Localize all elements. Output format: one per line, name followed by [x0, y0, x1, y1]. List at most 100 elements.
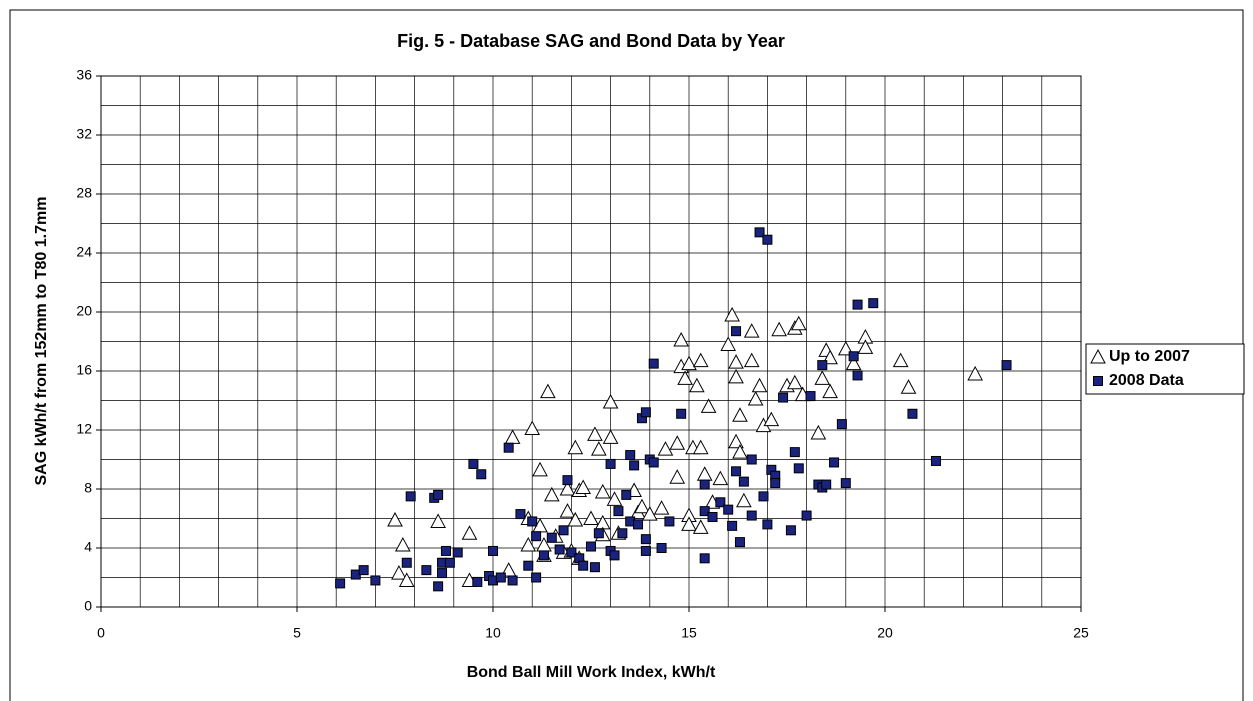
point [822, 383, 838, 399]
point [405, 491, 416, 502]
point [681, 355, 697, 371]
point [335, 578, 346, 589]
point [520, 536, 537, 552]
y-tick-label: 36 [76, 67, 92, 83]
point [370, 575, 381, 586]
point [602, 393, 619, 409]
point [669, 469, 686, 484]
point [657, 441, 674, 456]
point [578, 560, 589, 571]
point [778, 392, 789, 403]
point [472, 576, 483, 587]
point [559, 480, 576, 496]
point [609, 550, 620, 561]
point [589, 562, 600, 573]
point [907, 408, 918, 419]
point [681, 516, 697, 531]
point [515, 509, 526, 520]
point [640, 545, 651, 556]
point [461, 525, 478, 540]
point [712, 470, 729, 486]
point [762, 519, 773, 530]
point [900, 379, 917, 394]
point [746, 510, 757, 521]
point [810, 424, 827, 440]
point [787, 374, 803, 390]
point [587, 426, 603, 441]
point [732, 407, 748, 422]
point [430, 513, 446, 528]
point [621, 489, 632, 500]
point [437, 568, 448, 579]
point [692, 352, 709, 368]
point [805, 391, 816, 402]
y-tick-label: 32 [76, 126, 92, 142]
point [531, 572, 542, 583]
point [594, 483, 611, 499]
point [468, 458, 479, 469]
point [728, 433, 744, 449]
legend-marker [1093, 376, 1103, 386]
point [358, 565, 369, 576]
y-tick-label: 28 [76, 185, 92, 201]
point [821, 479, 832, 490]
y-tick-label: 20 [76, 303, 92, 319]
point [770, 478, 781, 489]
y-tick-label: 12 [76, 421, 92, 437]
point [676, 408, 687, 419]
x-axis-label: Bond Ball Mill Work Index, kWh/t [467, 664, 716, 681]
point [892, 352, 909, 368]
point [689, 377, 705, 393]
point [532, 461, 548, 477]
point [567, 511, 584, 527]
point [664, 516, 675, 527]
point [648, 358, 659, 369]
point [669, 435, 686, 450]
point [731, 326, 742, 337]
point [546, 532, 557, 543]
point [567, 439, 584, 455]
point [731, 466, 742, 477]
point [495, 572, 506, 583]
point [967, 365, 983, 381]
point [653, 500, 670, 515]
legend-marker [1090, 348, 1106, 364]
point [692, 519, 709, 534]
point [543, 486, 560, 502]
point [440, 545, 451, 556]
x-tick-label: 10 [485, 625, 501, 641]
point [1001, 360, 1012, 371]
point [452, 547, 463, 558]
point [852, 299, 863, 310]
point [747, 390, 764, 406]
point [540, 383, 556, 399]
point [707, 512, 718, 523]
point [575, 479, 591, 495]
point [640, 407, 651, 418]
point [476, 469, 487, 480]
point [625, 450, 636, 461]
point [677, 370, 693, 385]
x-tick-label: 15 [681, 625, 697, 641]
y-tick-label: 8 [84, 480, 92, 496]
chart-border [9, 9, 1244, 701]
point [814, 370, 831, 385]
point [692, 439, 709, 455]
point [727, 520, 738, 531]
legend-box [1085, 343, 1245, 395]
point [391, 565, 407, 580]
point [738, 476, 749, 487]
x-tick-label: 5 [293, 625, 301, 641]
point [433, 489, 444, 500]
point [444, 557, 455, 568]
point [724, 306, 740, 322]
point [734, 537, 745, 548]
y-tick-label: 4 [84, 539, 92, 555]
point [771, 321, 787, 337]
point [728, 368, 744, 384]
y-tick-label: 0 [84, 598, 92, 614]
point [728, 354, 744, 369]
point [591, 441, 607, 456]
point [801, 510, 812, 521]
point [602, 429, 619, 444]
